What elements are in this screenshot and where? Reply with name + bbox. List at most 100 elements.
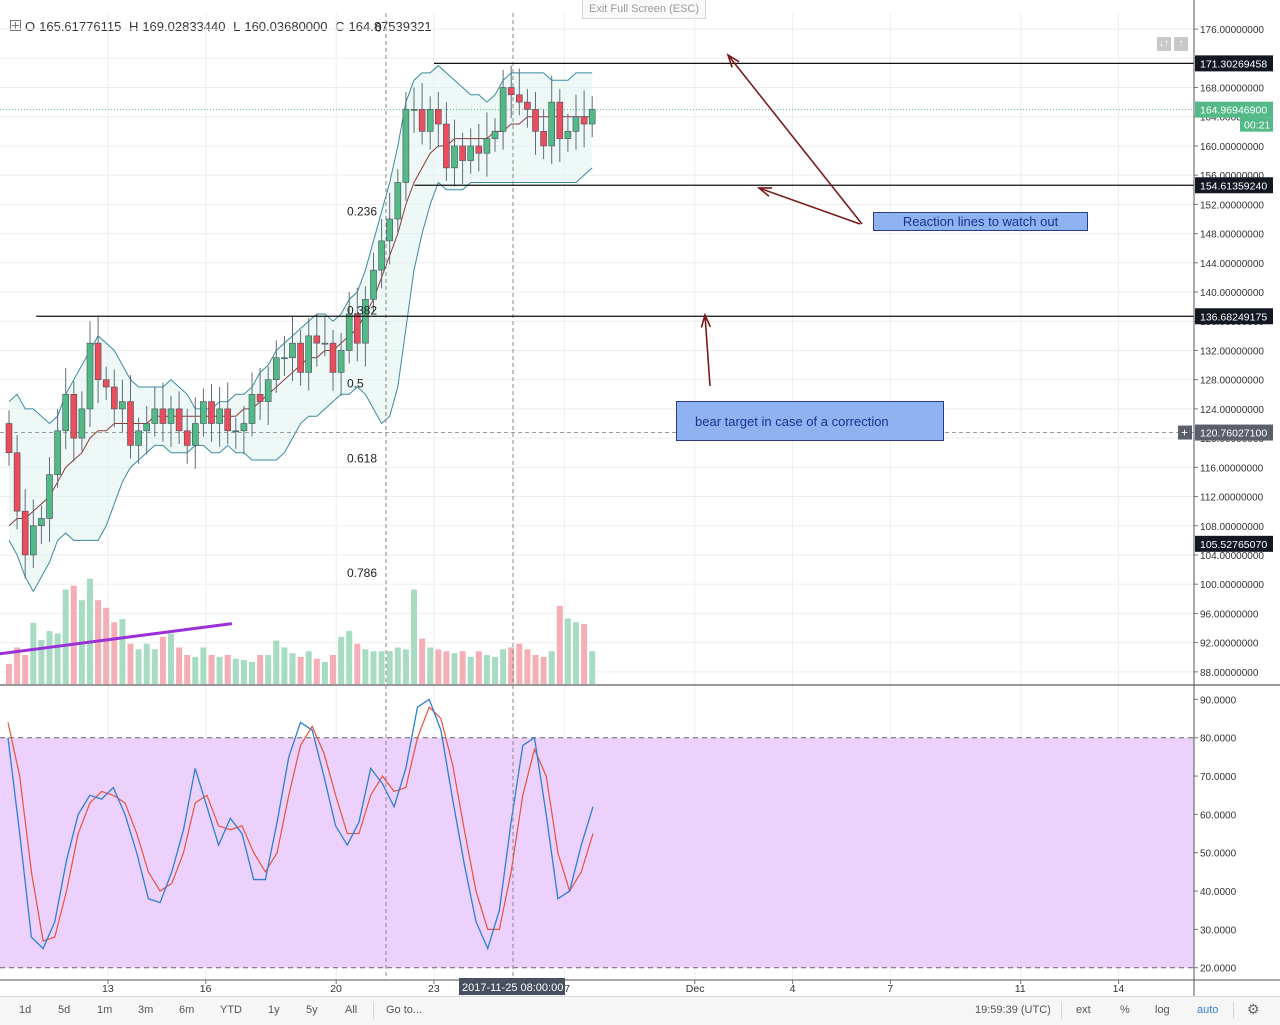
volume-bar <box>22 655 29 684</box>
volume-bar <box>70 585 77 684</box>
candle-body <box>564 131 572 139</box>
price-tick-label: 168.00000000 <box>1200 84 1264 95</box>
volume-bar <box>135 649 142 684</box>
candle-body <box>200 401 207 424</box>
crosshair-time-label: 2017-11-25 08:00:00 <box>462 982 563 994</box>
range-1d-button[interactable]: 1d <box>19 1004 32 1016</box>
stoch-tick-label: 20.0000 <box>1200 964 1237 975</box>
reaction-lines-note[interactable]: Reaction lines to watch out <box>873 212 1088 231</box>
volume-bar <box>483 655 490 684</box>
add-indicator-icon[interactable] <box>10 20 21 31</box>
percent-toggle[interactable]: % <box>1120 1004 1130 1016</box>
high-label: H <box>128 19 139 34</box>
time-tick-label: 20 <box>330 983 342 995</box>
candle-body <box>434 109 442 125</box>
volume-bar <box>111 622 118 684</box>
candle-body <box>386 218 394 242</box>
volume-bar <box>459 651 466 684</box>
range-ytd-button[interactable]: YTD <box>220 1004 242 1016</box>
volume-bar <box>184 655 191 684</box>
candle-body <box>240 423 248 432</box>
stoch-tick-label: 30.0000 <box>1200 925 1237 936</box>
volume-bar <box>435 649 442 684</box>
candle-body <box>86 342 94 410</box>
chart-canvas[interactable]: 90.0000 80.0000 70.0000 60.0000 50.0000 40.00… <box>0 0 1280 996</box>
candle-body <box>378 240 385 271</box>
ext-toggle[interactable]: ext <box>1076 1004 1091 1016</box>
move-up-icon[interactable]: ↑ <box>1174 37 1188 51</box>
candle-body <box>540 131 547 147</box>
countdown-box <box>1240 117 1273 132</box>
volume-bar <box>500 649 507 684</box>
bear-target-note[interactable]: bear target in case of a correction <box>676 401 944 441</box>
candle-body <box>588 109 596 125</box>
price-tick-label: 116.00000000 <box>1200 463 1264 474</box>
auto-toggle[interactable]: auto <box>1197 1004 1219 1016</box>
candle-body <box>224 408 231 432</box>
volume-bar <box>532 655 539 684</box>
range-5d-button[interactable]: 5d <box>58 1004 71 1016</box>
arrow-to-resistance-head <box>726 53 740 68</box>
candle-body <box>443 123 450 169</box>
price-tick-label: 108.00000000 <box>1200 522 1264 533</box>
candle-body <box>46 474 53 519</box>
volume-bar <box>524 649 531 684</box>
range-1m-button[interactable]: 1m <box>97 1004 113 1016</box>
time-tick-label: 13 <box>102 983 114 995</box>
candle-body <box>507 87 515 96</box>
candle-body <box>515 94 523 103</box>
candle-body <box>524 101 531 110</box>
exit-fullscreen-button[interactable]: Exit Full Screen (ESC) <box>582 0 706 19</box>
volume-bar <box>581 624 588 684</box>
time-tick-label: 4 <box>790 983 796 995</box>
volume-bar <box>516 643 523 684</box>
range-1y-button[interactable]: 1y <box>268 1004 280 1016</box>
time-tick-label: Dec <box>686 983 705 995</box>
candle-body <box>29 525 37 556</box>
price-tick-label: 132.00000000 <box>1200 346 1264 357</box>
candle-body <box>192 423 199 446</box>
volume-bar <box>38 639 45 684</box>
candle-body <box>499 87 507 132</box>
volume-bar <box>273 640 280 684</box>
volume-bar <box>427 647 434 684</box>
volume-bar <box>208 655 215 684</box>
stoch-band-fill <box>0 737 1194 968</box>
gear-icon[interactable]: ⚙ <box>1247 1001 1260 1017</box>
stoch-tick-label: 80.0000 <box>1200 734 1237 745</box>
price-label-box <box>1195 424 1273 441</box>
swap-pane-icon[interactable]: ↓↑ <box>1157 37 1171 51</box>
volume-bar <box>419 638 426 684</box>
log-toggle[interactable]: log <box>1155 1004 1170 1016</box>
candle-body <box>297 342 304 373</box>
utc-clock[interactable]: 19:59:39 (UTC) <box>975 1004 1051 1016</box>
candle-body <box>426 109 434 132</box>
goto-button[interactable]: Go to... <box>386 1004 423 1016</box>
range-all-button[interactable]: All <box>345 1004 358 1016</box>
volume-bar <box>62 589 69 684</box>
volume-bar <box>386 651 393 684</box>
time-tick-label: 7 <box>887 983 893 995</box>
volume-bar <box>313 658 320 684</box>
candle-body <box>127 401 134 446</box>
bollinger-upper-line <box>8 64 593 425</box>
stoch-tick-label: 50.0000 <box>1200 849 1237 860</box>
add-alert-box <box>1178 425 1192 440</box>
candle-body <box>175 408 183 432</box>
candle-body <box>572 116 580 132</box>
low-label: L <box>233 19 241 34</box>
volume-bar <box>370 651 377 684</box>
price-label-box <box>1195 101 1273 118</box>
volume-bar <box>249 661 255 684</box>
candle-body <box>5 423 13 454</box>
candle-body <box>418 109 426 132</box>
fib-level-label: 0.236 <box>347 205 377 219</box>
candle-body <box>167 408 175 424</box>
volume-bar <box>281 647 288 684</box>
price-label-box <box>1195 55 1273 72</box>
range-3m-button[interactable]: 3m <box>138 1004 154 1016</box>
candle-body <box>183 430 191 446</box>
range-6m-button[interactable]: 6m <box>179 1004 195 1016</box>
volume-bar <box>54 633 61 684</box>
range-5y-button[interactable]: 5y <box>306 1004 318 1016</box>
